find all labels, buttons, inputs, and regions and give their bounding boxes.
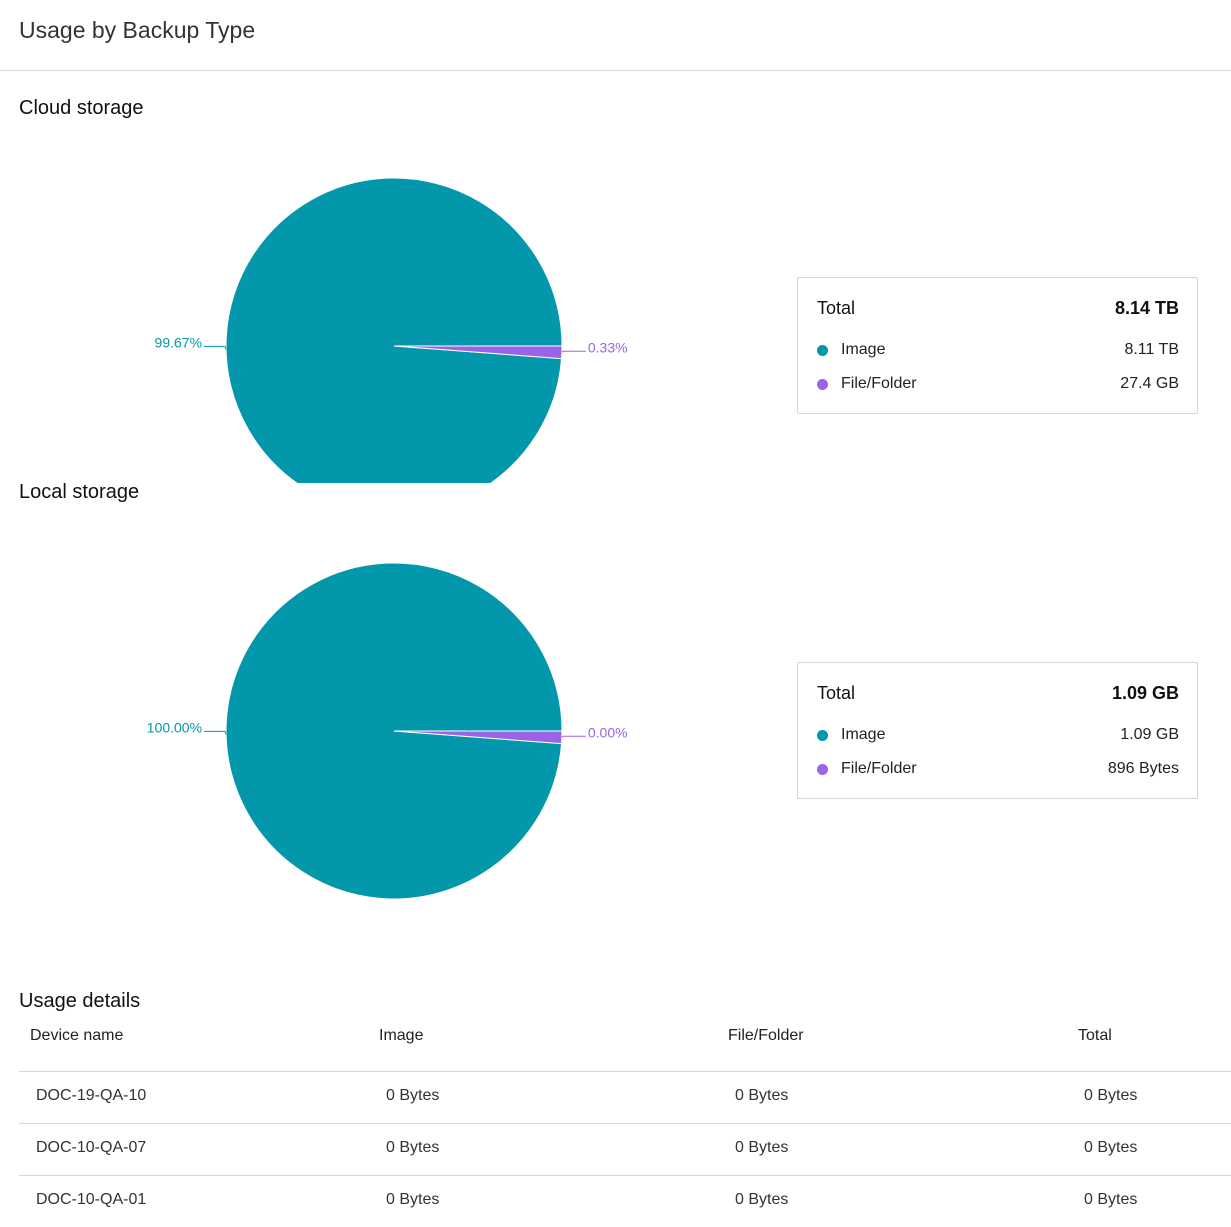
cell-file-folder: 0 Bytes bbox=[735, 1191, 789, 1208]
column-header-image[interactable]: Image bbox=[379, 1027, 424, 1044]
cell-device-name: DOC-19-QA-10 bbox=[36, 1087, 147, 1104]
page-header: Usage by Backup Type bbox=[0, 0, 1231, 71]
column-header-device-name[interactable]: Device name bbox=[30, 1027, 124, 1044]
cell-image: 0 Bytes bbox=[386, 1087, 440, 1104]
legend-item-label: File/Folder bbox=[841, 375, 917, 392]
legend-total-value: 1.09 GB bbox=[1111, 683, 1179, 703]
data-label-image: 100.00% bbox=[147, 719, 202, 735]
local-storage-pie-svg: 100.00% 0.00% bbox=[147, 562, 628, 900]
cell-file-folder: 0 Bytes bbox=[735, 1087, 789, 1104]
pie-slice-image[interactable] bbox=[225, 177, 563, 483]
local-storage-pie-chart: 100.00% 0.00% bbox=[0, 515, 760, 915]
table-row: DOC-10-QA-07 0 Bytes 0 Bytes 0 Bytes bbox=[19, 1124, 1231, 1176]
local-storage-title: Local storage bbox=[19, 481, 140, 503]
cloud-storage-legend: Total 8.14 TB Image 8.11 TB File/Folder … bbox=[797, 277, 1198, 414]
data-label-image: 99.67% bbox=[155, 334, 202, 350]
legend-item-value: 27.4 GB bbox=[1120, 375, 1179, 392]
data-label-file-folder: 0.00% bbox=[588, 724, 628, 740]
file-folder-dot-icon bbox=[817, 763, 828, 775]
cloud-storage-pie-chart: 99.67% 0.33% bbox=[0, 130, 760, 483]
cell-total: 0 Bytes bbox=[1084, 1191, 1138, 1208]
image-dot-icon bbox=[817, 729, 828, 741]
legend-item-value: 896 Bytes bbox=[1107, 760, 1179, 777]
cell-device-name: DOC-10-QA-01 bbox=[36, 1191, 147, 1208]
cell-total: 0 Bytes bbox=[1084, 1139, 1138, 1156]
cell-image: 0 Bytes bbox=[386, 1191, 440, 1208]
legend-item-value: 8.11 TB bbox=[1124, 341, 1179, 358]
leader-line-image bbox=[204, 345, 227, 350]
legend-total-row: Total 8.14 TB bbox=[817, 298, 1179, 319]
legend-item-label: Image bbox=[841, 726, 886, 743]
leader-line-image bbox=[204, 730, 227, 735]
legend-item-file-folder: File/Folder 27.4 GB bbox=[817, 375, 1179, 393]
image-dot-icon bbox=[817, 344, 828, 356]
cell-image: 0 Bytes bbox=[386, 1139, 440, 1156]
legend-total-label: Total bbox=[817, 683, 856, 703]
table-header: Device name Image File/Folder Total bbox=[19, 1017, 1231, 1072]
data-label-file-folder: 0.33% bbox=[588, 339, 628, 355]
table-row: DOC-19-QA-10 0 Bytes 0 Bytes 0 Bytes bbox=[19, 1072, 1231, 1124]
column-header-file-folder[interactable]: File/Folder bbox=[728, 1027, 804, 1044]
pie-slice-file-folder[interactable] bbox=[393, 730, 563, 745]
cloud-storage-title: Cloud storage bbox=[19, 97, 144, 119]
legend-item-file-folder: File/Folder 896 Bytes bbox=[817, 760, 1179, 778]
legend-item-value: 1.09 GB bbox=[1120, 726, 1179, 743]
column-header-total[interactable]: Total bbox=[1078, 1027, 1112, 1044]
cell-file-folder: 0 Bytes bbox=[735, 1139, 789, 1156]
legend-item-label: File/Folder bbox=[841, 760, 917, 777]
legend-total-value: 8.14 TB bbox=[1114, 298, 1179, 318]
leader-line-file-folder bbox=[561, 735, 586, 738]
usage-details-title: Usage details bbox=[19, 990, 141, 1012]
legend-total-label: Total bbox=[817, 298, 856, 318]
file-folder-dot-icon bbox=[817, 378, 828, 390]
usage-details-table: Device name Image File/Folder Total DOC-… bbox=[19, 1017, 1231, 1227]
table-row: DOC-10-QA-01 0 Bytes 0 Bytes 0 Bytes bbox=[19, 1176, 1231, 1227]
legend-item-image: Image 8.11 TB bbox=[817, 341, 1179, 359]
page-title: Usage by Backup Type bbox=[19, 17, 256, 43]
cell-device-name: DOC-10-QA-07 bbox=[36, 1139, 147, 1156]
pie-slice-file-folder[interactable] bbox=[393, 345, 563, 360]
leader-line-file-folder bbox=[561, 350, 586, 353]
legend-item-label: Image bbox=[841, 341, 886, 358]
legend-item-image: Image 1.09 GB bbox=[817, 726, 1179, 744]
cell-total: 0 Bytes bbox=[1084, 1087, 1138, 1104]
cloud-storage-pie-svg: 99.67% 0.33% bbox=[155, 177, 628, 483]
legend-total-row: Total 1.09 GB bbox=[817, 683, 1179, 704]
local-storage-legend: Total 1.09 GB Image 1.09 GB File/Folder … bbox=[797, 662, 1198, 799]
